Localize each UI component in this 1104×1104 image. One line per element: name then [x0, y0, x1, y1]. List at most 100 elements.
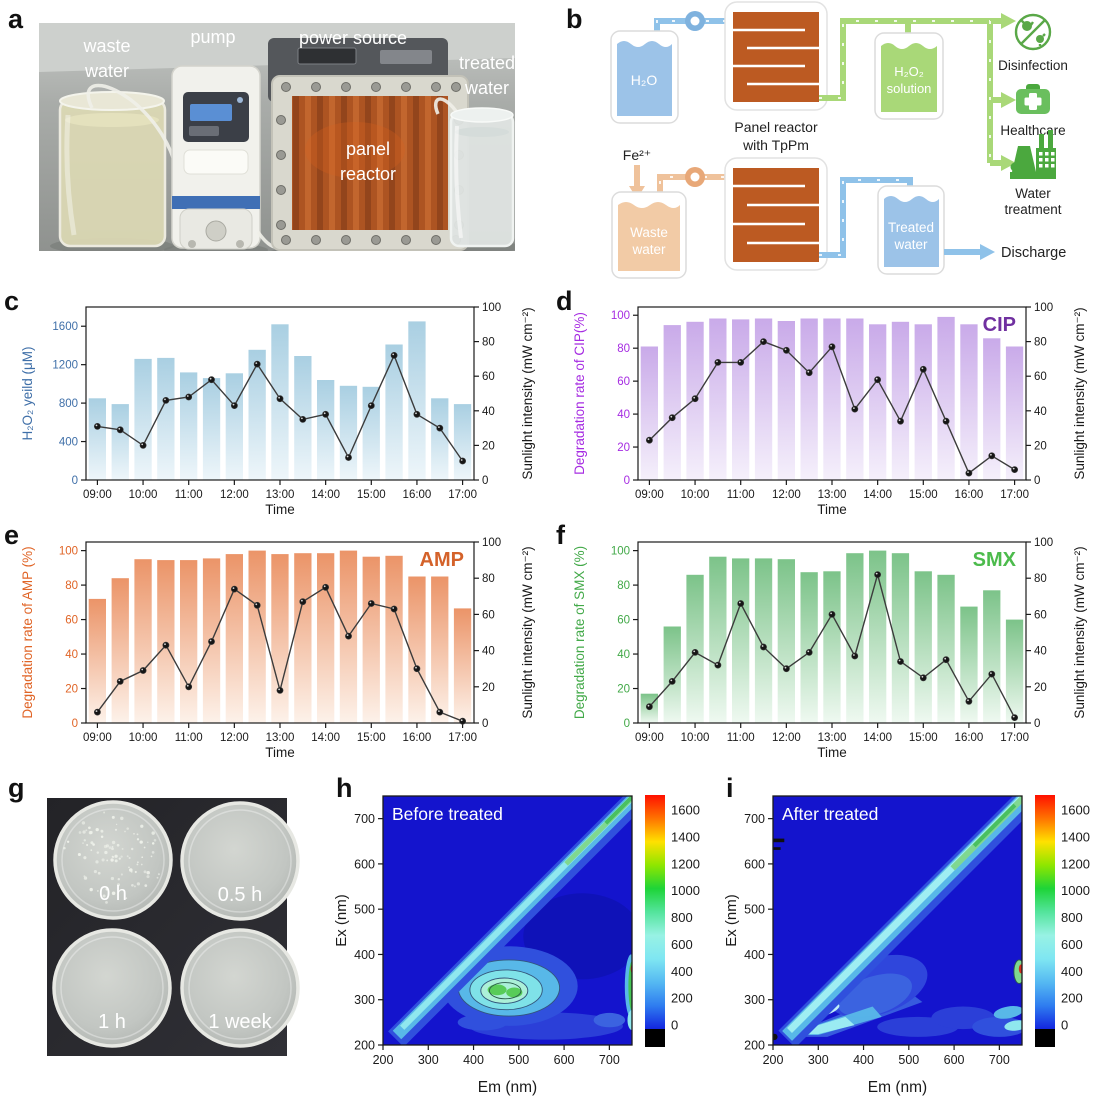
svg-text:40: 40: [617, 649, 630, 661]
svg-text:10:00: 10:00: [129, 732, 158, 744]
svg-text:40: 40: [482, 646, 495, 658]
svg-text:13:00: 13:00: [818, 489, 847, 501]
bars: [88, 550, 472, 723]
sunlight-markers: [646, 338, 1018, 477]
svg-text:20: 20: [1034, 440, 1047, 452]
corner-label: AMP: [420, 549, 464, 571]
svg-text:11:00: 11:00: [727, 732, 755, 744]
h2o-tank-label: H₂O: [631, 72, 658, 88]
svg-text:0: 0: [72, 718, 78, 730]
bars: [640, 316, 1024, 480]
svg-text:80: 80: [1034, 337, 1047, 349]
panel-letter-f: f: [556, 520, 565, 550]
svg-text:100: 100: [611, 310, 630, 322]
petri-dish-1h: 1 h: [52, 928, 172, 1048]
svg-text:200: 200: [373, 1053, 394, 1067]
sunlight-markers: [94, 583, 466, 725]
svg-text:09:00: 09:00: [635, 489, 664, 501]
svg-text:600: 600: [944, 1053, 965, 1067]
svg-text:800: 800: [1061, 910, 1083, 925]
plot-frame: [772, 795, 1023, 1046]
smx-degradation-chart: 0 20 40 60 80 100 0 20 40 60 80 100 09:00 10:00 11:00 1…: [572, 537, 1087, 760]
waste-water-tank: Waste water: [611, 191, 687, 279]
eem-field: [383, 796, 632, 1045]
svg-text:11:00: 11:00: [175, 732, 203, 744]
label-pump: pump: [190, 27, 235, 47]
h2o2-pipe: [819, 13, 1016, 171]
healthcare-icon: [1016, 84, 1050, 114]
x-axis: 09:00 10:00 11:00 12:00 13:00 14:00 15:00 16:00…: [635, 480, 1029, 501]
panel-a-photo: waste water pump power source treated wa…: [0, 0, 560, 285]
svg-text:15:00: 15:00: [909, 732, 938, 744]
xlabel: Em (nm): [478, 1079, 537, 1096]
y-axis-right: 0 20 40 60 80 100: [1026, 537, 1053, 730]
panel-e-chart: 0 20 40 60 80 100 0 20 40 60 80 100 09:00 10:00 11:00 1…: [0, 520, 552, 763]
svg-text:16:00: 16:00: [955, 489, 984, 501]
svg-text:14:00: 14:00: [863, 732, 892, 744]
svg-text:0: 0: [1034, 475, 1040, 487]
discharge-label: Discharge: [1001, 245, 1066, 261]
svg-text:60: 60: [482, 609, 495, 621]
cip-degradation-chart: 0 20 40 60 80 100 0 20 40 60 80 100 09:00 10:00 11:00 1…: [572, 302, 1087, 517]
h2o2-tank-label2: solution: [887, 81, 932, 96]
y-axis-right: 0 20 40 60 80 100: [474, 302, 501, 487]
h2o-tank: H₂O: [610, 30, 679, 124]
disinfection-label: Disinfection: [998, 58, 1068, 73]
panel-letter-d: d: [556, 286, 573, 316]
label-waste-water-line1: waste: [82, 36, 130, 56]
y-axis-left: 0 20 40 60 80 100: [59, 546, 86, 730]
reactor-caption-line1: Panel reactor: [734, 119, 818, 135]
svg-text:0: 0: [482, 475, 488, 487]
svg-text:60: 60: [1034, 371, 1047, 383]
svg-text:600: 600: [554, 1053, 575, 1067]
panel-letter-e: e: [4, 520, 20, 550]
svg-text:17:00: 17:00: [448, 732, 477, 744]
svg-text:400: 400: [671, 964, 693, 979]
svg-text:0: 0: [1061, 1018, 1068, 1033]
svg-text:1600: 1600: [1061, 803, 1090, 818]
svg-text:300: 300: [354, 993, 375, 1007]
svg-text:1200: 1200: [52, 360, 78, 372]
ylabel: Ex (nm): [333, 894, 350, 947]
panel-g-dishes: 0 h 0.5 h 1 h 1 week: [0, 765, 330, 1104]
ylabel-left: Degradation rate of AMP (%): [20, 546, 35, 718]
svg-text:700: 700: [744, 812, 765, 826]
svg-text:400: 400: [59, 437, 78, 449]
ylabel-left: H₂O₂ yeild (μM): [20, 346, 35, 440]
svg-text:600: 600: [354, 857, 375, 871]
svg-text:400: 400: [853, 1053, 874, 1067]
svg-text:10:00: 10:00: [681, 489, 710, 501]
svg-text:0: 0: [72, 475, 78, 487]
svg-text:400: 400: [463, 1053, 484, 1067]
ylabel-right: Sunlight intensity (mW cm⁻²): [1072, 307, 1087, 479]
discharge-arrow: [944, 244, 995, 260]
treated-tank-label1: Treated: [888, 220, 934, 235]
plot-frame: [85, 541, 475, 724]
water-treatment-label2: treatment: [1004, 202, 1061, 217]
svg-text:1000: 1000: [1061, 883, 1090, 898]
sunlight-markers: [646, 571, 1018, 721]
svg-text:60: 60: [617, 376, 630, 388]
svg-text:500: 500: [354, 903, 375, 917]
svg-text:800: 800: [671, 910, 693, 925]
petri-dish-1week: 1 week: [180, 928, 300, 1048]
svg-text:100: 100: [482, 537, 501, 549]
svg-text:15:00: 15:00: [909, 489, 938, 501]
petri-dish-0h: 0 h: [53, 800, 173, 920]
panel-c-chart: 0 400 800 1200 1600 0 20 40 60 80 100 09:00 10:00 11:…: [0, 285, 552, 520]
svg-text:12:00: 12:00: [220, 489, 249, 501]
xlabel: Time: [817, 502, 847, 517]
h2o2-yield-chart: 0 400 800 1200 1600 0 20 40 60 80 100 09:00 10:00 11:…: [20, 302, 535, 517]
svg-text:80: 80: [1034, 573, 1047, 585]
bars: [640, 550, 1024, 723]
label-waste-water-line2: water: [84, 61, 129, 81]
svg-text:100: 100: [482, 302, 501, 314]
svg-text:20: 20: [482, 440, 495, 452]
svg-text:200: 200: [1061, 991, 1083, 1006]
svg-text:200: 200: [763, 1053, 784, 1067]
amp-degradation-chart: 0 20 40 60 80 100 0 20 40 60 80 100 09:00 10:00 11:00 1…: [20, 537, 535, 760]
panel-letter-b: b: [566, 4, 583, 34]
svg-text:20: 20: [617, 442, 630, 454]
photo-annotations: waste water pump power source treated wa…: [82, 27, 515, 184]
svg-text:40: 40: [1034, 646, 1047, 658]
